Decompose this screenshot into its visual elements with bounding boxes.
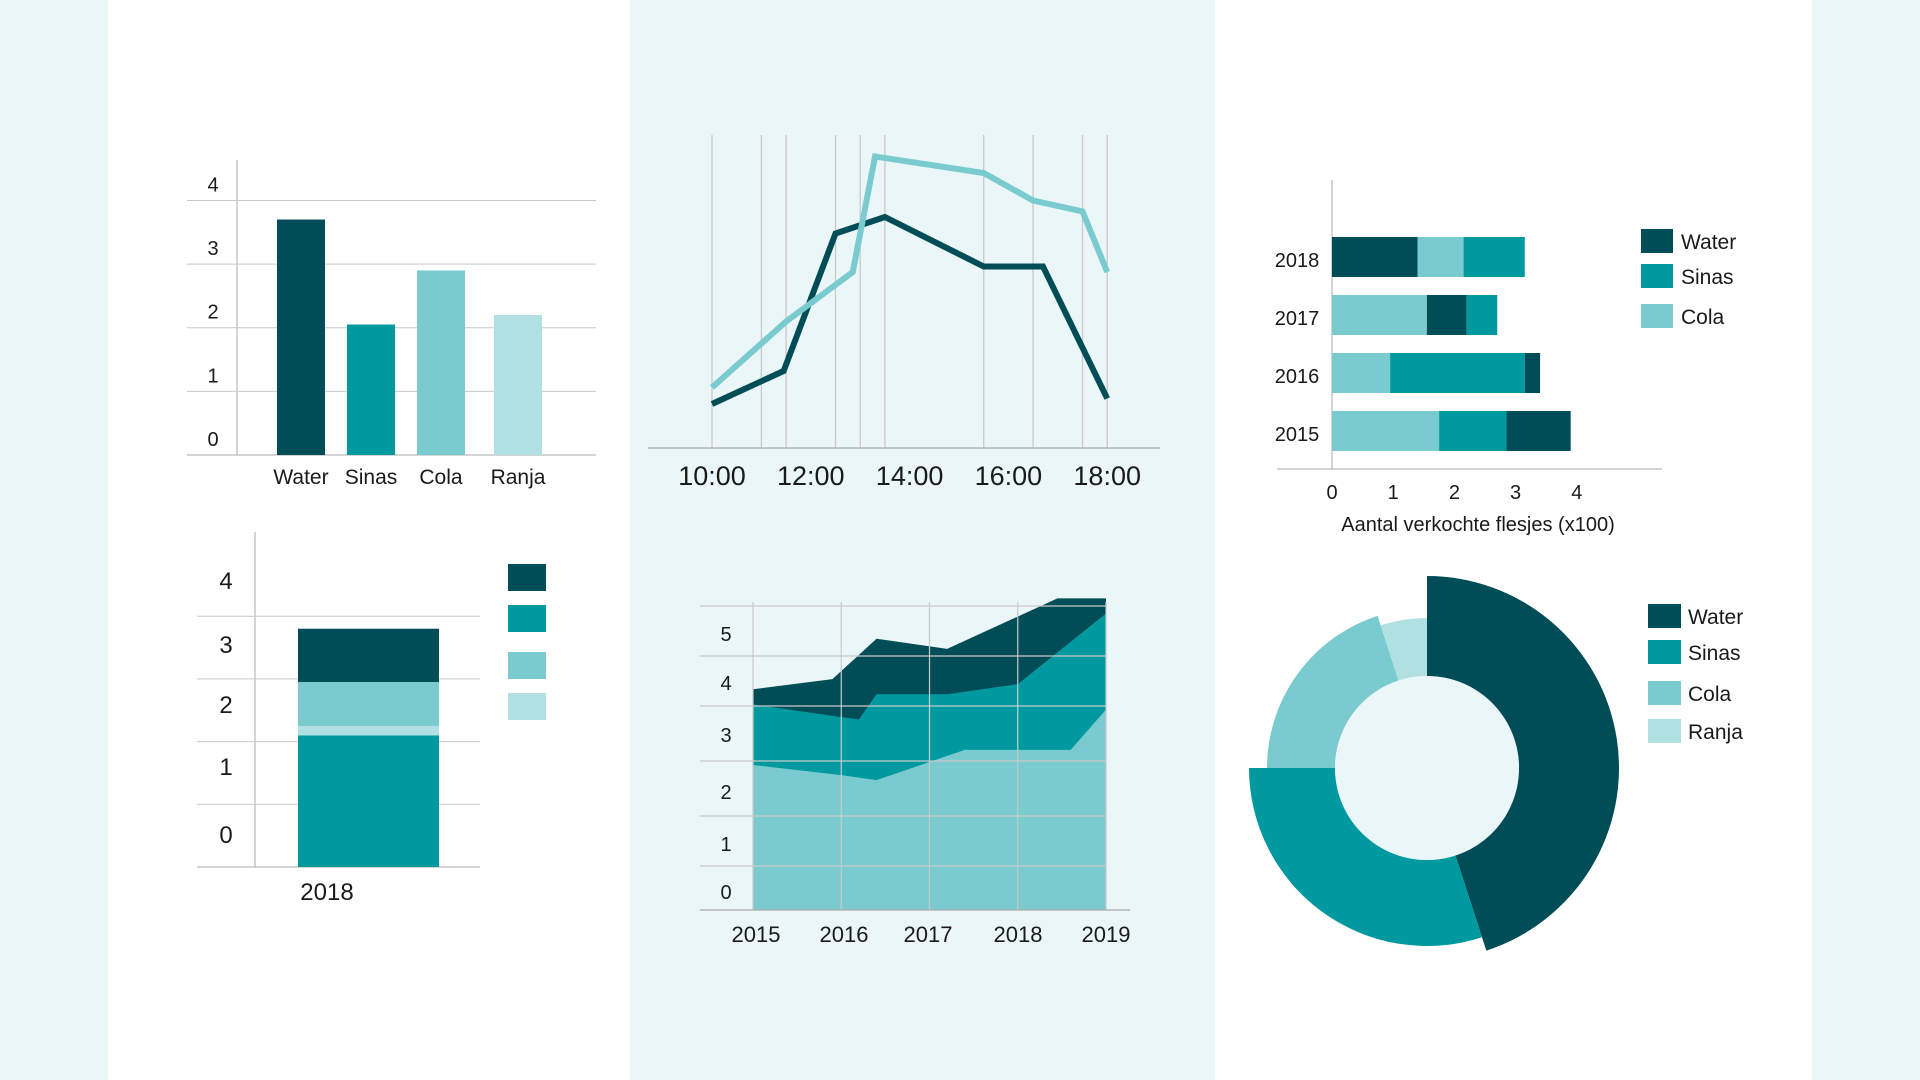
bar-segment — [298, 725, 439, 736]
donut-slice — [1380, 618, 1427, 681]
bar-segment — [298, 735, 439, 867]
x-tick-label: 2018 — [300, 879, 353, 906]
legend-swatch — [1648, 604, 1681, 628]
legend-swatch — [1648, 719, 1681, 743]
y-tick-label: 1 — [207, 365, 218, 387]
donut-hole — [1335, 676, 1519, 860]
y-tick-label: 2016 — [1275, 366, 1320, 388]
series-line — [710, 153, 1110, 390]
x-tick-label: 2019 — [1082, 922, 1131, 947]
x-tick-label: 2018 — [994, 922, 1043, 947]
y-tick-label: 3 — [207, 238, 218, 260]
x-tick-label: 1 — [1388, 482, 1399, 504]
side-panel-left — [0, 0, 108, 1080]
x-axis-title: Aantal verkochte flesjes (x100) — [1341, 514, 1614, 536]
legend-swatch — [1648, 681, 1681, 705]
y-tick-label: 5 — [720, 624, 731, 646]
bar-segment — [1390, 353, 1525, 393]
x-tick-label: 2017 — [904, 922, 953, 947]
legend-label: Cola — [1688, 683, 1732, 706]
bar-segment — [298, 682, 439, 726]
legend-label: Sinas — [1688, 642, 1741, 665]
bar-segment — [1439, 411, 1507, 451]
donut-slice — [1267, 615, 1399, 768]
x-tick-label: 0 — [1326, 482, 1337, 504]
legend-label: Cola — [1681, 306, 1725, 329]
line-chart: 10:00 12:00 14:00 16:00 18:00 — [648, 135, 1160, 491]
y-tick-label: 3 — [219, 632, 232, 659]
y-tick-label: 0 — [207, 429, 218, 451]
x-tick-label: Cola — [419, 466, 463, 489]
horizontal-stacked-bar-chart: 2018 2017 2016 2015 0 1 2 3 4 Aantal verkochte fl… — [1275, 180, 1736, 536]
y-tick-label: 2 — [207, 302, 218, 324]
bar — [417, 270, 465, 455]
y-tick-label: 4 — [207, 174, 218, 196]
y-tick-label: 2015 — [1275, 424, 1320, 446]
y-tick-label: 1 — [219, 754, 232, 781]
x-tick-label: 2016 — [820, 922, 869, 947]
donut-slice — [1427, 576, 1620, 951]
vertical-bar-chart: 0 1 2 3 4 Water Sinas Cola Ranja — [187, 160, 596, 489]
x-tick-label: 12:00 — [777, 461, 845, 491]
legend-swatch — [508, 564, 546, 591]
stacked-column-chart: 0 1 2 3 4 2018 — [197, 532, 546, 906]
legend-label: Sinas — [1681, 266, 1734, 289]
legend-swatch — [1641, 304, 1673, 328]
legend-swatch — [1648, 640, 1681, 664]
x-tick-label: Sinas — [345, 466, 398, 489]
bar — [347, 324, 395, 455]
x-tick-label: 14:00 — [876, 461, 944, 491]
bar — [277, 219, 325, 455]
x-tick-label: 18:00 — [1073, 461, 1141, 491]
legend-label: Water — [1688, 606, 1743, 629]
bar-segment — [1524, 353, 1541, 393]
x-tick-label: 2015 — [732, 922, 781, 947]
bar-segment — [1506, 411, 1571, 451]
series-line — [710, 213, 1110, 407]
bar — [494, 315, 542, 455]
x-tick-label: 3 — [1510, 482, 1521, 504]
y-tick-label: 4 — [720, 673, 731, 695]
x-tick-label: 2 — [1449, 482, 1460, 504]
bar-segment — [1332, 411, 1440, 451]
legend-swatch — [1641, 264, 1673, 288]
legend-swatch — [508, 605, 546, 632]
y-tick-label: 3 — [720, 725, 731, 747]
legend-label: Ranja — [1688, 721, 1743, 744]
bar-segment — [1417, 237, 1464, 277]
y-tick-label: 4 — [219, 568, 232, 595]
bar-segment — [1332, 295, 1427, 335]
x-tick-label: Water — [273, 466, 328, 489]
bar-segment — [1426, 295, 1467, 335]
bar-segment — [1332, 353, 1391, 393]
y-tick-label: 2018 — [1275, 250, 1320, 272]
x-tick-label: 16:00 — [975, 461, 1043, 491]
y-tick-label: 2017 — [1275, 308, 1320, 330]
donut-slice — [1249, 768, 1483, 947]
legend-swatch — [508, 652, 546, 679]
legend-swatch — [1641, 229, 1673, 253]
y-tick-label: 2 — [720, 782, 731, 804]
x-tick-label: 10:00 — [678, 461, 746, 491]
y-tick-label: 1 — [720, 834, 731, 856]
y-tick-label: 0 — [219, 822, 232, 849]
bar-segment — [1332, 237, 1418, 277]
bar-segment — [1466, 295, 1498, 335]
y-tick-label: 0 — [720, 882, 731, 904]
legend-swatch — [508, 693, 546, 720]
legend-label: Water — [1681, 231, 1736, 254]
x-tick-label: Ranja — [491, 466, 546, 489]
stacked-area-chart: 0 1 2 3 4 5 2015 2016 2017 2018 2019 — [700, 598, 1130, 947]
bar-segment — [298, 628, 439, 683]
donut-chart: Water Sinas Cola Ranja — [1249, 576, 1743, 951]
x-tick-label: 4 — [1571, 482, 1582, 504]
side-panel-right — [1812, 0, 1920, 1080]
y-tick-label: 2 — [219, 692, 232, 719]
bar-segment — [1463, 237, 1525, 277]
